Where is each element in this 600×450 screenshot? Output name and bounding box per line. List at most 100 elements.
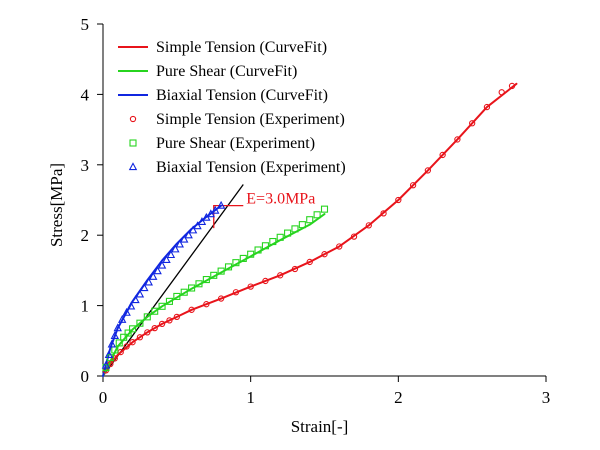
y-tick-label: 3	[81, 156, 90, 175]
data-point	[173, 313, 180, 321]
legend-label: Biaxial Tension (Experiment)	[156, 159, 346, 176]
data-point	[247, 250, 255, 258]
data-point	[224, 263, 233, 271]
data-point	[197, 217, 207, 225]
legend-entry: Biaxial Tension (Experiment)	[128, 159, 346, 176]
data-point	[469, 120, 476, 127]
data-point	[239, 254, 247, 262]
data-point	[313, 211, 321, 219]
data-point	[291, 225, 299, 233]
data-point	[211, 205, 220, 214]
legend-label: Pure Shear (Experiment)	[156, 135, 315, 152]
data-point	[165, 297, 173, 305]
legend-entry: Biaxial Tension (CurveFit)	[118, 87, 328, 104]
legend-label: Simple Tension (CurveFit)	[156, 39, 327, 56]
data-point	[129, 339, 136, 346]
data-point	[126, 301, 136, 310]
data-point	[180, 234, 189, 243]
data-point	[144, 277, 153, 286]
legend-marker-swatch	[129, 139, 137, 147]
data-point	[128, 325, 137, 333]
data-point	[188, 306, 195, 313]
data-point	[483, 103, 491, 111]
data-point	[365, 222, 372, 229]
data-point	[151, 307, 159, 315]
legend-entry: Pure Shear (CurveFit)	[118, 63, 297, 80]
series-pure-shear-experiment	[102, 205, 329, 372]
data-point	[180, 288, 188, 296]
data-point	[195, 280, 203, 288]
data-point	[104, 350, 114, 359]
data-point	[454, 136, 461, 143]
data-point	[277, 272, 284, 279]
slope-triangle	[213, 204, 244, 229]
data-point	[203, 301, 210, 308]
data-point	[380, 210, 387, 217]
data-point	[188, 284, 196, 292]
data-point	[217, 267, 225, 275]
data-point	[173, 292, 181, 300]
data-point	[439, 151, 446, 159]
data-point	[158, 320, 166, 328]
data-point	[232, 289, 240, 296]
legend-entry: Simple Tension (Experiment)	[129, 111, 345, 128]
data-point	[136, 319, 144, 327]
y-axis-title: Stress[MPa]	[47, 163, 66, 247]
legend: Simple Tension (CurveFit) Pure Shear (Cur…	[118, 39, 346, 176]
y-tick-label: 4	[81, 85, 90, 104]
data-point	[217, 295, 225, 302]
data-point	[321, 251, 328, 258]
data-point	[151, 324, 158, 332]
series-simple-tension-curvefit	[102, 82, 518, 377]
x-tick-label: 1	[246, 388, 255, 407]
data-point	[350, 233, 358, 240]
data-point	[184, 230, 193, 239]
legend-label: Pure Shear (CurveFit)	[156, 63, 297, 80]
legend-marker-swatch	[129, 115, 137, 123]
legend-entry: Simple Tension (CurveFit)	[118, 39, 327, 56]
data-point	[298, 221, 306, 229]
data-point	[188, 225, 198, 234]
y-tick-label: 5	[81, 15, 90, 34]
y-tick-label: 2	[81, 226, 90, 245]
data-point	[284, 229, 292, 237]
data-point	[175, 239, 185, 248]
data-point	[498, 89, 505, 96]
data-point	[306, 258, 313, 266]
data-point	[508, 82, 516, 90]
data-point	[409, 182, 417, 189]
legend-entry: Pure Shear (Experiment)	[129, 135, 315, 152]
data-point	[123, 343, 130, 350]
series-biaxial-tension-curvefit	[102, 204, 223, 377]
data-point	[171, 244, 180, 253]
data-point	[166, 250, 176, 259]
x-tick-label: 2	[394, 388, 403, 407]
data-point	[111, 355, 118, 362]
data-point	[202, 276, 210, 284]
data-point	[232, 259, 240, 267]
curve-fit-line	[102, 82, 518, 377]
data-point	[131, 295, 140, 304]
data-point	[166, 317, 173, 324]
data-point	[120, 333, 128, 341]
data-point	[144, 329, 151, 336]
data-point	[210, 271, 218, 279]
data-point	[107, 339, 117, 348]
data-point	[148, 271, 158, 280]
data-point	[395, 196, 402, 204]
data-point	[320, 205, 329, 213]
legend-label: Simple Tension (Experiment)	[156, 111, 345, 128]
axes: 0 1 2 3 0 1 2 3 4 5 Strain[-] Stress[MPa]	[47, 15, 550, 436]
data-point	[143, 313, 151, 321]
x-tick-label: 0	[99, 388, 108, 407]
data-point	[101, 360, 111, 369]
data-point	[276, 233, 284, 241]
x-tick-label: 3	[542, 388, 551, 407]
modulus-label: E=3.0MPa	[246, 191, 315, 208]
data-point	[158, 302, 166, 310]
data-point	[193, 221, 202, 230]
data-point	[247, 283, 254, 290]
data-point	[306, 216, 314, 224]
data-series	[101, 82, 518, 377]
